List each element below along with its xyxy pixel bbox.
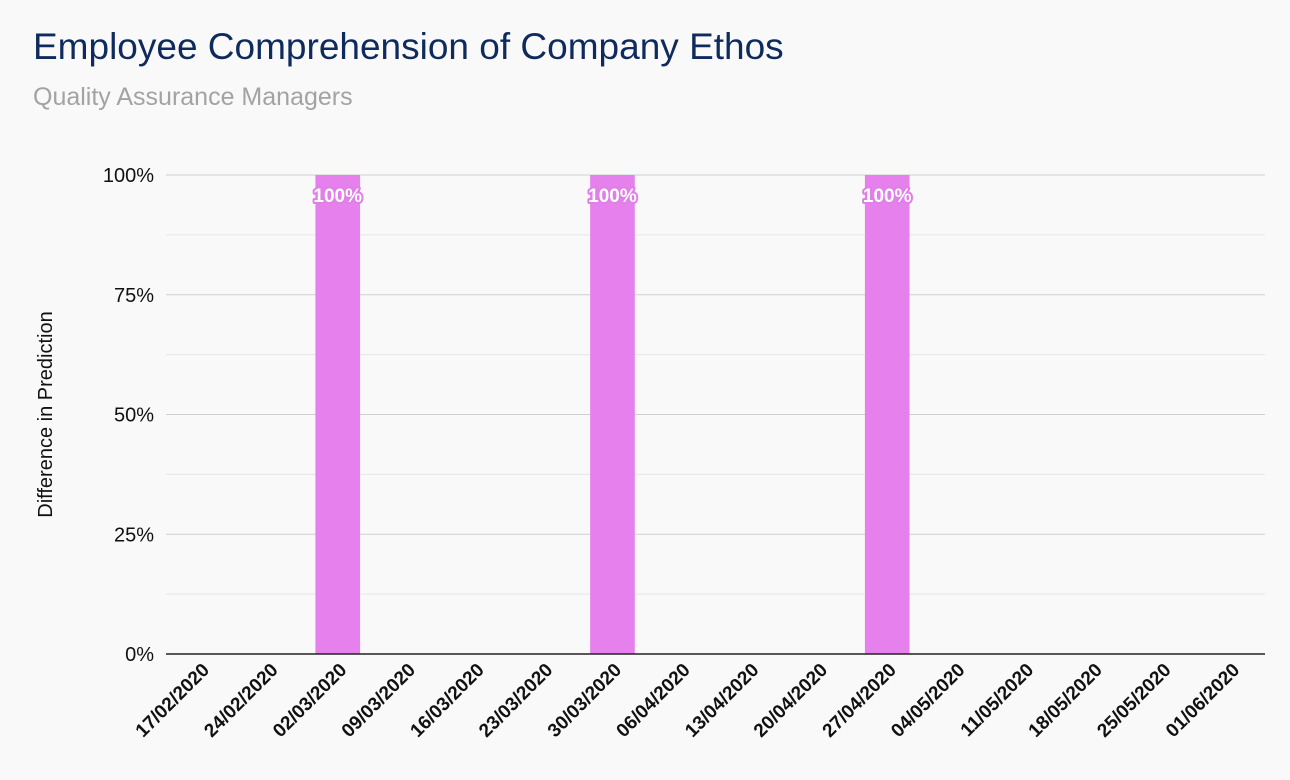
data-label: 100% <box>588 186 637 207</box>
x-tick-label: 23/03/2020 <box>475 660 557 742</box>
y-axis-label: Difference in Prediction <box>35 311 57 517</box>
x-tick-label: 09/03/2020 <box>338 660 420 742</box>
bar <box>864 175 910 654</box>
x-tick-label: 01/06/2020 <box>1162 660 1244 742</box>
y-tick-label: 100% <box>103 165 154 187</box>
x-tick-label: 13/04/2020 <box>681 660 763 742</box>
x-tick-label: 30/03/2020 <box>544 660 626 742</box>
y-tick-label: 50% <box>114 405 154 427</box>
x-tick-label: 20/04/2020 <box>750 660 832 742</box>
data-label: 100% <box>313 186 362 207</box>
chart-subtitle: Quality Assurance Managers <box>33 83 353 111</box>
x-tick-label: 27/04/2020 <box>819 660 901 742</box>
y-tick-label: 25% <box>114 524 154 546</box>
bar <box>590 175 635 654</box>
y-tick-label: 0% <box>125 644 154 666</box>
x-tick-label: 16/03/2020 <box>407 660 489 742</box>
y-tick-label: 75% <box>114 285 154 307</box>
bar <box>315 175 361 654</box>
x-tick-label: 24/02/2020 <box>200 660 282 742</box>
data-label: 100% <box>863 186 912 207</box>
x-tick-label: 06/04/2020 <box>613 660 695 742</box>
chart-title: Employee Comprehension of Company Ethos <box>33 26 784 67</box>
x-tick-label: 25/05/2020 <box>1093 660 1175 742</box>
x-tick-label: 18/05/2020 <box>1025 660 1107 742</box>
x-tick-label: 02/03/2020 <box>269 660 351 742</box>
x-tick-label: 17/02/2020 <box>132 660 214 742</box>
x-tick-label: 04/05/2020 <box>887 660 969 742</box>
